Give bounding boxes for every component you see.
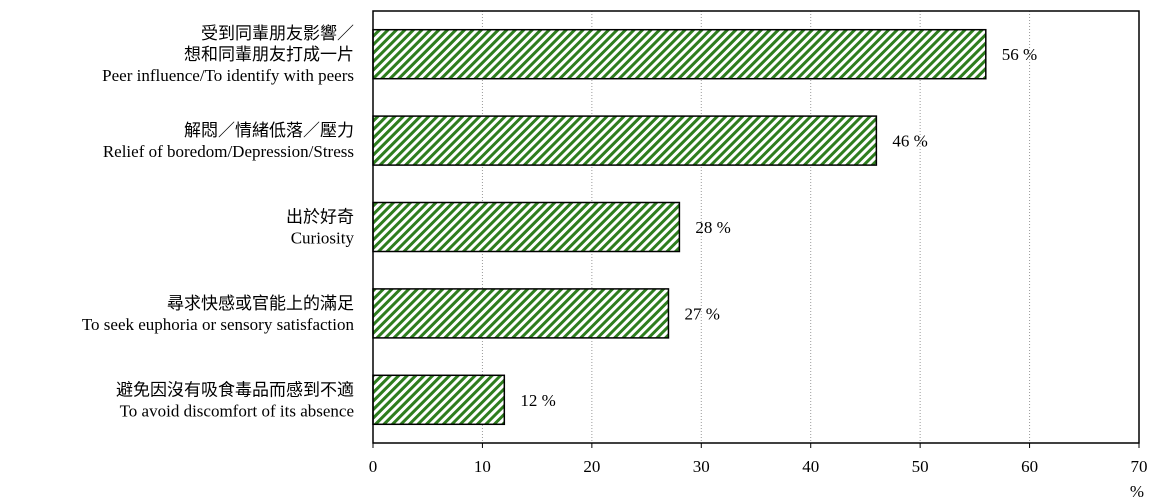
data-label: 46 % xyxy=(892,132,927,151)
x-tick-label: 40 xyxy=(802,457,819,476)
bars-group xyxy=(372,28,987,426)
bar xyxy=(372,115,878,166)
bar xyxy=(372,201,681,253)
category-label: To avoid discomfort of its absence xyxy=(120,401,354,420)
data-labels: 56 % 46 % 28 % 27 % 12 % xyxy=(520,45,1037,410)
plot-frame xyxy=(372,10,1140,444)
data-label: 27 % xyxy=(684,304,719,323)
bar xyxy=(372,374,506,426)
category-label: 出於好奇 xyxy=(286,208,354,227)
category-label: 避免因沒有吸食毒品而感到不適 xyxy=(116,380,354,399)
category-label: Curiosity xyxy=(291,229,355,248)
bar xyxy=(372,288,670,339)
category-label: Peer influence/To identify with peers xyxy=(102,66,354,85)
x-tick-label: 10 xyxy=(474,457,491,476)
x-tick-label: 0 xyxy=(369,457,378,476)
category-label: 解悶／情緒低落／壓力 xyxy=(184,121,354,140)
category-labels: 受到同輩朋友影響／ 想和同輩朋友打成一片 Peer influence/To ide… xyxy=(82,24,355,420)
x-axis-ticks: 0 10 20 30 40 50 60 70 xyxy=(369,443,1148,476)
data-label: 56 % xyxy=(1002,45,1037,64)
x-axis-unit: % xyxy=(1130,482,1144,499)
x-tick-label: 20 xyxy=(583,457,600,476)
category-label: 想和同輩朋友打成一片 xyxy=(184,45,354,64)
data-label: 28 % xyxy=(695,218,730,237)
bar xyxy=(372,28,987,80)
category-label: 尋求快感或官能上的滿足 xyxy=(167,294,354,313)
category-label: Relief of boredom/Depression/Stress xyxy=(103,142,354,161)
x-tick-label: 60 xyxy=(1021,457,1038,476)
x-tick-label: 30 xyxy=(693,457,710,476)
category-label: To seek euphoria or sensory satisfaction xyxy=(82,315,355,334)
category-label: 受到同輩朋友影響／ xyxy=(201,24,354,43)
x-tick-label: 50 xyxy=(912,457,929,476)
x-tick-label: 70 xyxy=(1131,457,1148,476)
data-label: 12 % xyxy=(520,391,555,410)
